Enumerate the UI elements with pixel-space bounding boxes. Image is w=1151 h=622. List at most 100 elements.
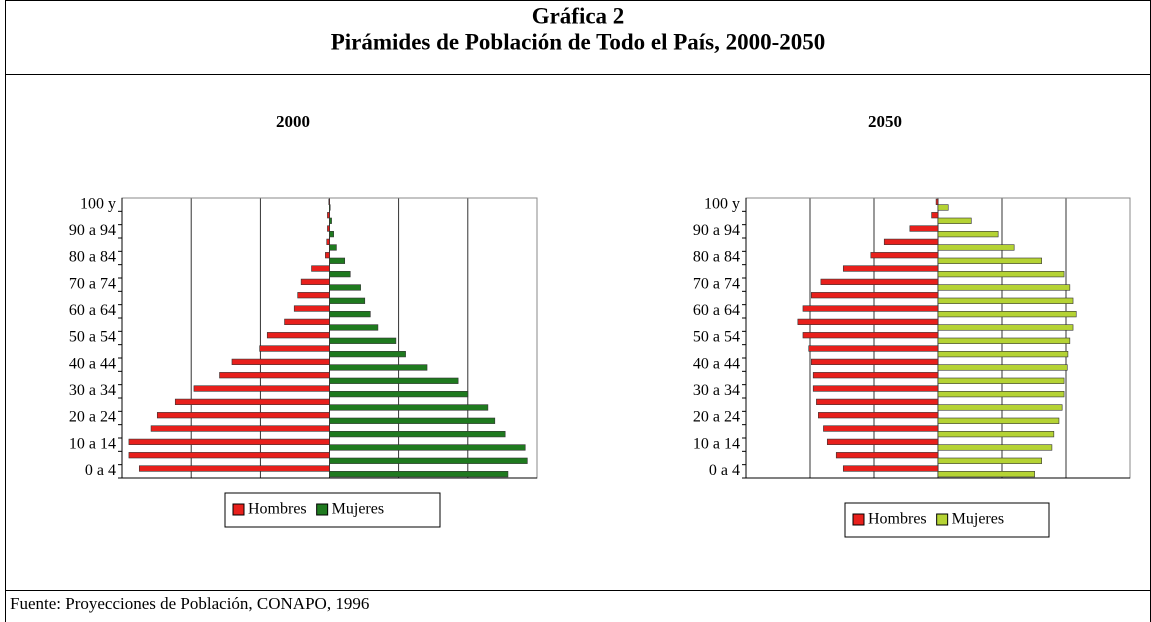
- bar: [329, 204, 331, 211]
- y-tick-label: 10 a 14: [693, 435, 740, 452]
- bar: [937, 257, 1042, 264]
- bar: [937, 417, 1060, 424]
- legend-swatch: [936, 513, 949, 526]
- bar: [820, 278, 939, 285]
- bar: [935, 198, 939, 205]
- footer: Fuente: Proyecciones de Población, CONAP…: [10, 594, 369, 613]
- legend-swatch: [316, 503, 329, 516]
- y-tick-label: 20 a 24: [69, 409, 116, 426]
- bar: [259, 345, 330, 352]
- bar: [937, 391, 1065, 398]
- y-tick-label: 30 a 34: [693, 382, 740, 399]
- y-tick-label: 100 y: [704, 195, 740, 212]
- bar: [810, 358, 939, 365]
- bar: [300, 278, 330, 285]
- y-tick-label: 80 a 84: [69, 249, 116, 266]
- bar: [810, 292, 939, 299]
- bar: [329, 457, 528, 464]
- bar: [327, 212, 330, 219]
- bar: [329, 324, 379, 331]
- bar: [937, 364, 1068, 371]
- y-tick-label: 60 a 64: [693, 302, 740, 319]
- bar: [150, 425, 330, 432]
- legend-label: Mujeres: [952, 511, 1004, 528]
- bar: [937, 297, 1074, 304]
- y-tick-label: 90 a 94: [693, 222, 740, 239]
- bar: [937, 311, 1077, 318]
- bar: [329, 404, 489, 411]
- y-tick-label: 70 a 74: [693, 275, 740, 292]
- bar: [937, 431, 1055, 438]
- bar: [329, 257, 346, 264]
- bar: [219, 372, 330, 379]
- title: Gráfica 2: [532, 3, 625, 28]
- bar: [870, 252, 939, 259]
- bar: [128, 452, 330, 459]
- y-tick-label: 10 a 14: [69, 435, 116, 452]
- bar: [937, 337, 1071, 344]
- bar: [808, 345, 939, 352]
- bar: [816, 398, 939, 405]
- bar: [937, 404, 1063, 411]
- bar: [329, 284, 361, 291]
- bar: [329, 417, 496, 424]
- y-tick-label: 0 a 4: [85, 462, 116, 479]
- bar: [156, 412, 330, 419]
- bar: [329, 271, 351, 278]
- bar: [311, 265, 330, 272]
- bar: [329, 244, 337, 251]
- y-tick-label: 40 a 44: [693, 355, 740, 372]
- legend-label: Hombres: [868, 511, 927, 528]
- bar: [937, 271, 1065, 278]
- y-tick-label: 20 a 24: [693, 409, 740, 426]
- bar: [937, 284, 1071, 291]
- bar: [931, 212, 939, 219]
- bar: [818, 412, 939, 419]
- chart-title: 2000: [276, 112, 310, 131]
- legend-label: Mujeres: [332, 501, 384, 518]
- bar: [174, 398, 330, 405]
- bar: [329, 431, 506, 438]
- legend-swatch: [232, 503, 245, 516]
- bar: [842, 465, 939, 472]
- bar: [329, 471, 509, 478]
- bar: [325, 252, 330, 259]
- bar: [327, 225, 330, 232]
- bar: [802, 305, 939, 312]
- bar: [329, 311, 371, 318]
- y-tick-label: 50 a 54: [69, 329, 116, 346]
- bar: [937, 244, 1015, 251]
- bar: [937, 324, 1074, 331]
- bar: [835, 452, 939, 459]
- y-tick-label: 70 a 74: [69, 275, 116, 292]
- legend-box: [224, 492, 441, 528]
- bar: [797, 318, 939, 325]
- bar: [329, 391, 469, 398]
- subtitle: Pirámides de Población de Todo el País, …: [331, 29, 826, 54]
- y-tick-label: 90 a 94: [69, 222, 116, 239]
- bar: [842, 265, 939, 272]
- bar: [329, 297, 366, 304]
- bar: [266, 332, 330, 339]
- y-tick-label: 40 a 44: [69, 355, 116, 372]
- y-tick-label: 60 a 64: [69, 302, 116, 319]
- legend-swatch: [852, 513, 865, 526]
- bar: [937, 457, 1042, 464]
- bar: [909, 225, 939, 232]
- bar: [329, 351, 406, 358]
- bar: [937, 444, 1053, 451]
- bar: [193, 385, 330, 392]
- bar: [326, 238, 330, 245]
- y-tick-label: 50 a 54: [693, 329, 740, 346]
- y-tick-label: 0 a 4: [709, 462, 740, 479]
- legend-label: Hombres: [248, 501, 307, 518]
- bar: [284, 318, 330, 325]
- bar: [329, 337, 397, 344]
- bar: [937, 471, 1035, 478]
- bar: [293, 305, 330, 312]
- bar: [937, 231, 999, 238]
- bar: [937, 377, 1065, 384]
- y-tick-label: 80 a 84: [693, 249, 740, 266]
- bar: [329, 217, 332, 224]
